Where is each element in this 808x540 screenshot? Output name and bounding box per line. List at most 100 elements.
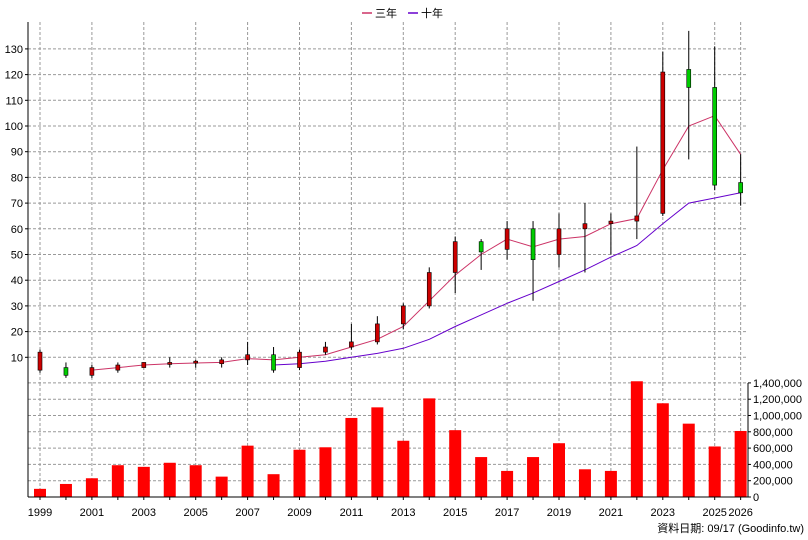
candle-body	[193, 360, 198, 364]
volume-bar	[501, 470, 514, 497]
volume-bar	[241, 445, 254, 497]
candle-body	[323, 346, 328, 353]
volume-bar	[656, 403, 669, 497]
x-tick-label: 2023	[651, 507, 675, 519]
ten-year-line	[273, 192, 741, 366]
volume-bar	[34, 488, 46, 497]
x-tick-label: 2026	[728, 507, 752, 519]
candle-body	[115, 364, 121, 371]
price-tick-label: 90	[11, 147, 23, 159]
price-tick-label: 100	[5, 121, 23, 133]
volume-bar	[371, 407, 384, 497]
volume-bar	[267, 474, 280, 497]
volume-bars	[34, 381, 747, 497]
volume-bar	[553, 443, 565, 497]
volume-bar	[527, 457, 540, 497]
volume-tick-label: 400,000	[753, 459, 793, 471]
volume-bar	[59, 483, 72, 497]
candle-body	[504, 228, 510, 250]
volume-bar	[475, 457, 488, 497]
price-tick-label: 40	[11, 275, 23, 287]
price-tick-label: 80	[11, 172, 23, 184]
volume-tick-label: 200,000	[753, 476, 793, 488]
candle-body	[400, 305, 406, 325]
candle-body	[141, 362, 147, 368]
candle-body	[582, 223, 588, 230]
volume-bar	[345, 417, 358, 497]
x-tick-label: 2007	[235, 507, 259, 519]
candle-body	[167, 362, 173, 365]
volume-bar	[85, 478, 98, 497]
candle-body	[219, 359, 224, 365]
candle-body	[452, 241, 458, 273]
legend-label: 十年	[421, 6, 443, 20]
candle-body	[271, 354, 276, 371]
chart-legend: 三年 十年	[362, 6, 443, 20]
candle-body	[712, 87, 718, 186]
legend-label: 三年	[375, 6, 397, 20]
volume-bar	[319, 447, 332, 497]
candle-body	[245, 354, 250, 361]
volume-bar	[578, 469, 591, 497]
candle-body	[375, 323, 380, 343]
x-tick-label: 2009	[287, 507, 311, 519]
volume-bar	[189, 465, 202, 497]
average-lines	[91, 115, 742, 371]
candles	[37, 30, 743, 378]
candle-body	[530, 228, 536, 260]
volume-bar	[111, 465, 124, 497]
candle-body	[478, 241, 484, 253]
x-tick-label: 2019	[547, 507, 571, 519]
volume-tick-label: 1,400,000	[753, 378, 802, 390]
volume-bar	[423, 398, 436, 497]
x-tick-label: 2017	[495, 507, 519, 519]
price-tick-label: 70	[11, 198, 23, 210]
candle-body	[556, 228, 562, 255]
data-date-footer: 資料日期: 09/17 (Goodinfo.tw)	[657, 523, 804, 535]
candle-body	[349, 341, 354, 348]
x-tick-label: 2013	[391, 507, 415, 519]
candle-body	[63, 367, 69, 376]
volume-bar	[708, 446, 721, 497]
price-tick-label: 130	[5, 44, 23, 56]
price-tick-label: 10	[11, 352, 23, 364]
price-tick-label: 20	[11, 327, 23, 339]
price-tick-label: 60	[11, 224, 23, 236]
x-tick-label: 2003	[132, 507, 156, 519]
volume-bar	[449, 430, 462, 497]
candle-body	[660, 71, 666, 214]
candle-body	[608, 220, 614, 224]
candle-body	[738, 182, 743, 194]
candle-body	[634, 215, 640, 222]
volume-bar	[163, 462, 176, 497]
volume-bar	[682, 423, 695, 497]
volume-bar	[215, 476, 228, 497]
price-tick-label: 120	[5, 70, 23, 82]
three-year-line	[91, 115, 742, 371]
volume-tick-label: 1,000,000	[753, 411, 802, 423]
price-grid	[28, 22, 748, 383]
volume-bar	[397, 440, 410, 497]
price-tick-label: 50	[11, 250, 23, 262]
volume-tick-label: 1,200,000	[753, 394, 802, 406]
volume-bar	[293, 449, 306, 497]
x-tick-label: 2021	[599, 507, 623, 519]
candle-body	[426, 272, 432, 307]
x-tick-label: 2025	[702, 507, 726, 519]
x-tick-label: 2001	[80, 507, 104, 519]
x-tick-label: 2015	[443, 507, 467, 519]
volume-tick-label: 600,000	[753, 443, 793, 455]
volume-bar	[604, 470, 617, 497]
volume-tick-label: 0	[753, 492, 759, 504]
volume-tick-label: 800,000	[753, 427, 793, 439]
price-tick-label: 30	[11, 301, 23, 313]
x-tick-label: 2005	[183, 507, 207, 519]
candle-body	[686, 69, 692, 88]
volume-bar	[734, 430, 747, 497]
price-tick-label: 110	[5, 95, 23, 107]
x-tick-label: 1999	[28, 507, 52, 519]
candle-body	[89, 367, 95, 376]
candle-body	[297, 351, 302, 368]
volume-bar	[630, 381, 643, 497]
